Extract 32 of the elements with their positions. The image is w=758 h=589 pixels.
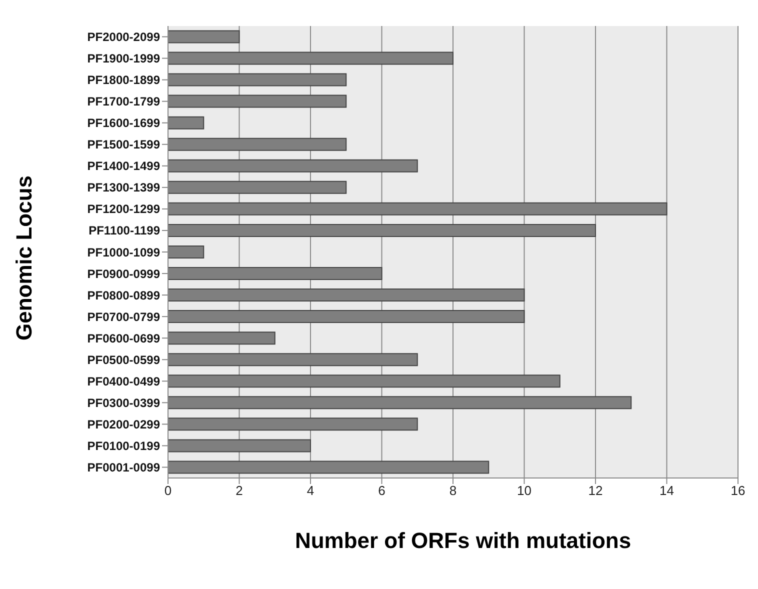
- y-tick-label: PF1500-1599: [87, 138, 160, 152]
- y-tick-label: PF1600-1699: [87, 116, 160, 130]
- y-tick-label: PF0200-0299: [87, 417, 160, 432]
- y-tick-label: PF2000-2099: [87, 30, 160, 44]
- x-tick-label: 10: [517, 483, 532, 498]
- y-tick-label: PF1400-1499: [87, 159, 160, 174]
- x-tick-label: 4: [306, 483, 314, 498]
- y-tick-label: PF1700-1799: [87, 94, 160, 109]
- x-axis-title: Number of ORFs with mutations: [294, 528, 632, 554]
- y-tick-label: PF1800-1899: [87, 73, 160, 88]
- x-tick-label: 6: [378, 483, 386, 498]
- x-tick-label: 12: [588, 483, 603, 498]
- y-tick-label: PF0700-0799: [87, 310, 160, 324]
- y-tick-label: PF0001-0099: [87, 460, 160, 474]
- y-tick-label: PF1100-1199: [88, 224, 160, 238]
- x-tick-label: 0: [164, 483, 172, 498]
- y-tick-label: PF0300-0399: [87, 396, 160, 410]
- x-tick-label: 16: [730, 483, 746, 498]
- y-tick-label: PF1200-1299: [87, 202, 160, 216]
- y-tick-label: PF0500-0599: [87, 352, 160, 367]
- x-tick-label: 8: [449, 483, 457, 498]
- y-tick-label: PF1300-1399: [87, 180, 160, 195]
- y-tick-label: PF0900-0999: [87, 266, 160, 281]
- x-tick-label: 14: [660, 483, 674, 498]
- y-tick-label: PF0100-0199: [87, 438, 160, 453]
- y-tick-label: PF1900-1999: [87, 52, 160, 66]
- x-tick-label: 2: [236, 483, 243, 498]
- y-axis-title: Genomic Locus: [12, 175, 38, 341]
- y-tick-label: PF0800-0899: [87, 288, 160, 302]
- y-tick-label: PF0400-0499: [87, 374, 160, 388]
- y-tick-label: PF1000-1099: [87, 245, 160, 260]
- y-tick-label: PF0600-0699: [87, 331, 160, 346]
